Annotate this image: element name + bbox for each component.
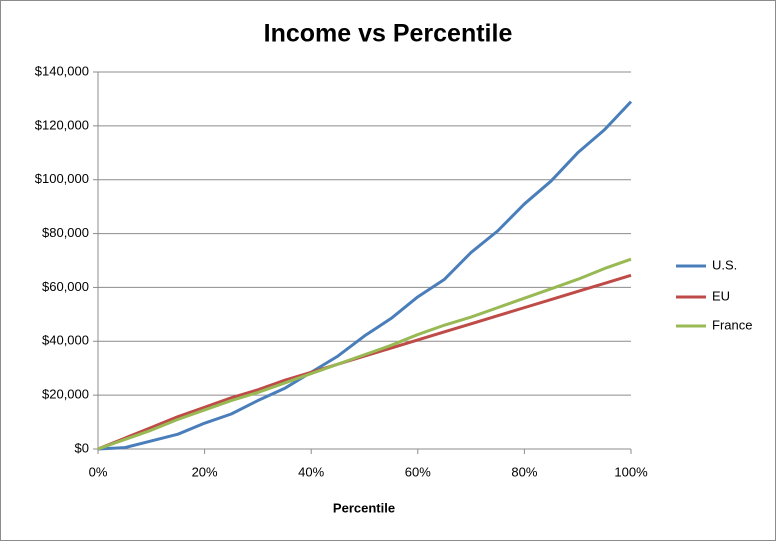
legend-label: EU <box>712 288 730 303</box>
y-tick-label: $0 <box>75 440 89 455</box>
legend-label: U.S. <box>712 257 737 272</box>
series-line <box>97 257 632 451</box>
x-axis-label: Percentile <box>333 500 395 515</box>
x-tick-label: 100% <box>614 464 648 479</box>
y-tick-label: $120,000 <box>35 117 89 132</box>
y-tick-label: $80,000 <box>42 225 89 240</box>
y-tick-label: $140,000 <box>35 63 89 78</box>
y-tick-label: $40,000 <box>42 333 89 348</box>
y-tick-label: $100,000 <box>35 171 89 186</box>
x-tick-label: 20% <box>192 464 218 479</box>
y-tick-label: $20,000 <box>42 387 89 402</box>
x-tick-label: 0% <box>89 464 108 479</box>
x-tick-label: 40% <box>298 464 324 479</box>
y-tick-label: $60,000 <box>42 279 89 294</box>
chart-title: Income vs Percentile <box>264 20 513 48</box>
x-tick-label: 80% <box>511 464 537 479</box>
series-line <box>97 100 633 451</box>
legend-label: France <box>712 317 752 332</box>
x-tick-label: 60% <box>405 464 431 479</box>
